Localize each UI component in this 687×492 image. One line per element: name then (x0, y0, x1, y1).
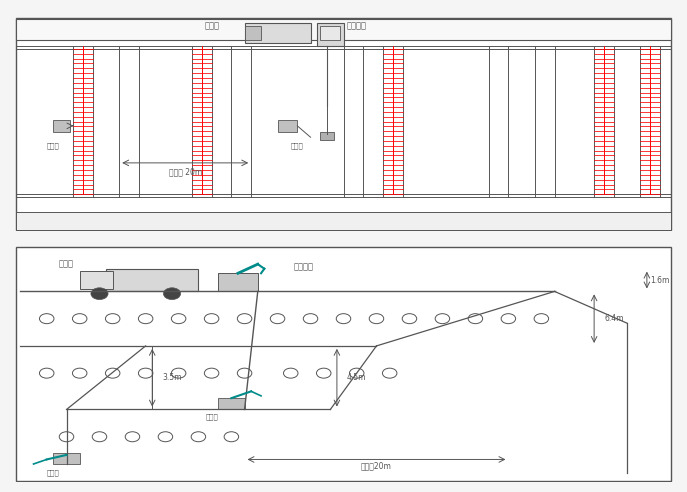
Bar (106, 269, 199, 291)
Bar (278, 120, 297, 131)
Text: 6.4m: 6.4m (604, 314, 624, 323)
Text: 小挖机: 小挖机 (205, 413, 218, 420)
Text: 4.5m: 4.5m (347, 373, 366, 382)
Bar (80, 271, 113, 289)
Bar (320, 26, 340, 40)
Text: 3.5m: 3.5m (162, 373, 181, 382)
Bar (16, 213, 671, 230)
Text: 小挖机: 小挖机 (47, 470, 60, 476)
Bar (320, 131, 334, 140)
Circle shape (164, 288, 181, 300)
Text: 长臂挖机: 长臂挖机 (294, 262, 314, 271)
Text: 长臂挖机: 长臂挖机 (347, 22, 367, 31)
Bar (16, 19, 671, 40)
Text: 小挖机: 小挖机 (47, 143, 60, 149)
Text: 挖掘距20m: 挖掘距20m (361, 462, 392, 471)
Bar (245, 26, 261, 40)
Bar (245, 23, 311, 43)
Bar (54, 120, 70, 131)
Text: 1.6m: 1.6m (650, 276, 670, 284)
Text: 渣土车: 渣土车 (59, 260, 74, 269)
Text: 小挖机: 小挖机 (291, 143, 304, 149)
Text: 渣土车: 渣土车 (204, 22, 219, 31)
Circle shape (91, 288, 108, 300)
Bar (54, 453, 80, 464)
Bar (317, 23, 344, 46)
Text: 挖掘距 20m: 挖掘距 20m (168, 167, 202, 176)
Bar (218, 273, 258, 291)
Bar (218, 398, 245, 409)
